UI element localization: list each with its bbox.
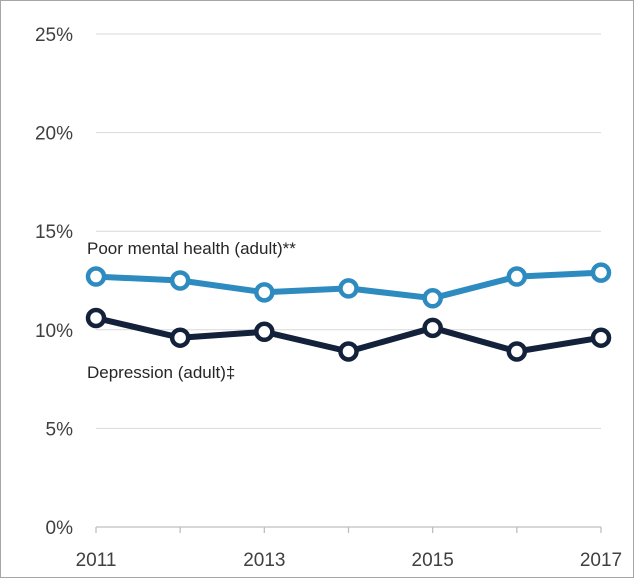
data-point [506, 266, 528, 287]
data-point [590, 262, 612, 283]
y-axis-tick-labels: 0% 5% 10% 15% 20% 25% [35, 25, 73, 539]
data-point [254, 282, 275, 303]
data-point [85, 307, 107, 329]
data-point [590, 327, 612, 348]
y-tick-label: 10% [35, 321, 73, 342]
x-axis-tick-labels: 2011 2013 2015 2017 [76, 550, 623, 571]
series-labels: Poor mental health (adult)** Depression … [87, 239, 296, 382]
x-tick-label: 2017 [580, 550, 622, 571]
data-point [169, 270, 191, 291]
series-label-poor-mental-health: Poor mental health (adult)** [87, 239, 296, 258]
x-tick-label: 2013 [243, 550, 285, 571]
series-label-depression: Depression (adult)‡ [87, 363, 235, 382]
data-point [85, 266, 107, 287]
x-axis [95, 526, 602, 533]
data-point [338, 278, 359, 299]
y-tick-label: 25% [35, 25, 73, 46]
y-tick-label: 15% [35, 222, 73, 243]
data-point [422, 317, 443, 339]
data-point [506, 341, 528, 362]
series-lines [85, 262, 612, 362]
data-point [254, 321, 275, 343]
y-tick-label: 20% [35, 124, 73, 145]
y-tick-label: 0% [46, 518, 74, 539]
data-point [422, 287, 443, 309]
x-tick-label: 2011 [76, 550, 117, 571]
y-tick-label: 5% [46, 419, 74, 440]
data-point [338, 341, 359, 362]
x-tick-label: 2015 [412, 550, 454, 571]
data-point [169, 327, 191, 348]
